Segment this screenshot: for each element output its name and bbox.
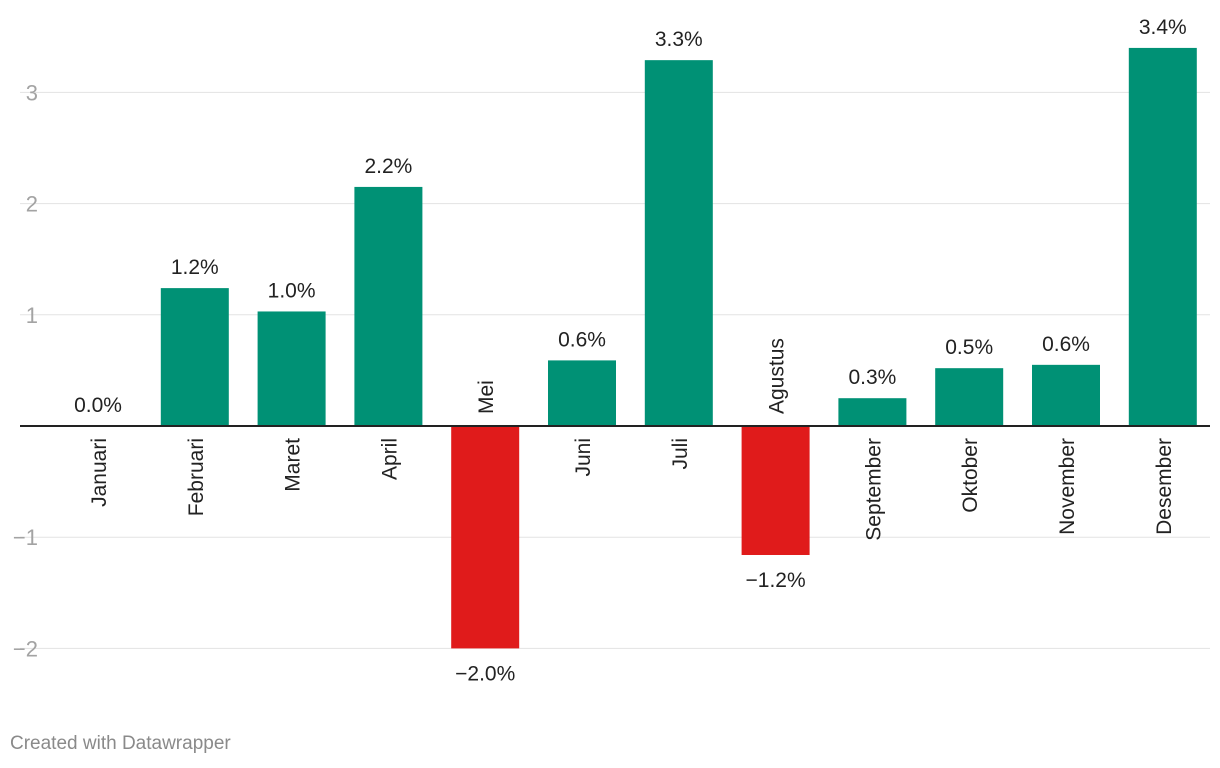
bar-juni[interactable] <box>548 360 616 426</box>
category-label-mei: Mei <box>475 380 498 414</box>
bar-november[interactable] <box>1032 364 1100 426</box>
data-label-september: 0.3% <box>848 366 896 389</box>
y-axis-ticks: 3 2 1 −1 −2 <box>13 80 38 661</box>
category-label-desember: Desember <box>1153 438 1176 535</box>
data-label-februari: 1.2% <box>171 256 219 279</box>
data-label-november: 0.6% <box>1042 333 1090 356</box>
credit-text[interactable]: Created with Datawrapper <box>10 733 231 754</box>
category-label-oktober: Oktober <box>959 438 982 513</box>
data-label-juni: 0.6% <box>558 328 606 351</box>
category-label-februari: Februari <box>185 438 208 516</box>
bar-agustus[interactable] <box>741 426 810 555</box>
y-tick-label: 3 <box>26 80 38 105</box>
category-label-november: November <box>1056 438 1079 535</box>
category-label-agustus: Agustus <box>766 338 789 414</box>
data-label-agustus: −1.2% <box>746 569 806 592</box>
bar-desember[interactable] <box>1128 47 1197 427</box>
bar-maret[interactable] <box>257 311 326 426</box>
bars <box>160 47 1197 649</box>
data-labels: 0.0% 1.2% 1.0% 2.2% −2.0% 0.6% 3.3% −1.2% 0.3% 0.… <box>74 16 1187 685</box>
category-label-januari: Januari <box>88 438 111 507</box>
data-label-april: 2.2% <box>364 155 412 178</box>
y-tick-label: 1 <box>26 303 38 328</box>
y-tick-label: 2 <box>26 192 38 217</box>
bar-oktober[interactable] <box>935 368 1004 426</box>
bar-mei[interactable] <box>451 426 520 649</box>
category-label-maret: Maret <box>282 438 305 492</box>
y-tick-label: −1 <box>13 525 38 550</box>
data-label-januari: 0.0% <box>74 394 122 417</box>
category-label-juli: Juli <box>669 438 692 470</box>
bar-juli[interactable] <box>644 60 713 426</box>
bar-februari[interactable] <box>160 288 229 426</box>
data-label-mei: −2.0% <box>455 662 515 685</box>
data-label-maret: 1.0% <box>268 279 316 302</box>
data-label-desember: 3.4% <box>1139 16 1187 39</box>
y-tick-label: −2 <box>13 636 38 661</box>
category-label-september: September <box>862 438 885 541</box>
data-label-oktober: 0.5% <box>945 336 993 359</box>
bar-april[interactable] <box>354 186 423 426</box>
category-label-juni: Juni <box>572 438 595 477</box>
category-label-april: April <box>378 438 401 480</box>
bar-september[interactable] <box>838 398 907 426</box>
category-labels: Januari Februari Maret April Mei Juni Juli Agus… <box>88 338 1176 541</box>
data-label-juli: 3.3% <box>655 28 703 51</box>
